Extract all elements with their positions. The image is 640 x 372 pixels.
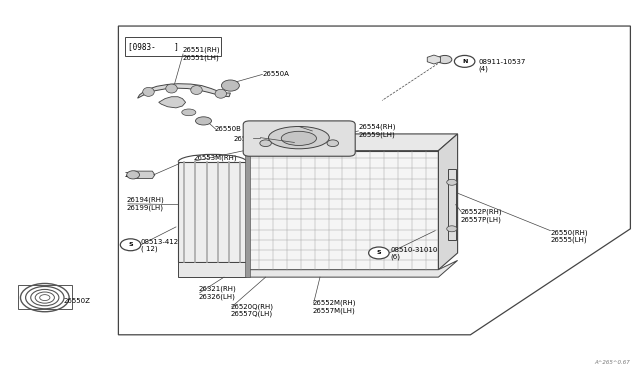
Text: 26553M(RH)
26558M(LH): 26553M(RH) 26558M(LH) [194,154,237,168]
Polygon shape [159,97,186,108]
Polygon shape [246,134,355,151]
Text: [0983-    ]: [0983- ] [128,42,179,51]
Text: A^265^0.67: A^265^0.67 [595,360,630,365]
Text: 26554(RH)
26559(LH): 26554(RH) 26559(LH) [358,124,396,138]
Text: 26194(RH)
26199(LH): 26194(RH) 26199(LH) [126,197,164,211]
Ellipse shape [269,126,329,149]
Circle shape [369,247,389,259]
Polygon shape [245,151,250,277]
FancyBboxPatch shape [243,121,355,156]
Polygon shape [246,134,458,151]
Text: 26532: 26532 [234,136,256,142]
Circle shape [120,239,141,251]
Circle shape [447,179,457,185]
Polygon shape [134,171,155,179]
Polygon shape [448,169,456,240]
Text: 26550A: 26550A [125,172,152,178]
Text: 26552P(RH)
26557P(LH): 26552P(RH) 26557P(LH) [461,209,502,223]
Polygon shape [438,134,458,270]
Ellipse shape [166,84,177,93]
Text: 08510-31010
(6): 08510-31010 (6) [390,247,438,260]
Text: 26550Z: 26550Z [64,298,91,304]
Polygon shape [178,162,246,262]
Polygon shape [246,151,438,270]
Text: 26551(RH)
26551(LH): 26551(RH) 26551(LH) [182,47,220,61]
Polygon shape [178,262,246,277]
Polygon shape [246,260,458,277]
Circle shape [260,140,271,147]
Ellipse shape [221,80,239,91]
Circle shape [447,226,457,232]
Text: 08513-41212
( 12): 08513-41212 ( 12) [141,239,188,252]
Text: 26321(RH)
26326(LH): 26321(RH) 26326(LH) [198,286,236,300]
Text: 26552M(RH)
26557M(LH): 26552M(RH) 26557M(LH) [312,300,356,314]
Text: N: N [462,59,467,64]
Text: S: S [128,242,133,247]
Circle shape [438,55,452,64]
Text: 26550A: 26550A [262,71,289,77]
Text: 26554G: 26554G [312,128,340,134]
Polygon shape [138,84,230,98]
Ellipse shape [143,87,154,96]
Ellipse shape [182,109,196,116]
Ellipse shape [191,86,202,94]
Ellipse shape [215,89,227,98]
Circle shape [454,55,475,67]
Text: 26550(RH)
26555(LH): 26550(RH) 26555(LH) [550,229,588,243]
Text: S: S [376,250,381,256]
Ellipse shape [196,117,211,125]
Circle shape [327,140,339,147]
Text: 26550B: 26550B [214,126,241,132]
Text: 26520Q(RH)
26557Q(LH): 26520Q(RH) 26557Q(LH) [230,303,273,317]
Text: 08911-10537
(4): 08911-10537 (4) [479,59,526,72]
Ellipse shape [127,171,140,179]
Ellipse shape [282,131,317,145]
